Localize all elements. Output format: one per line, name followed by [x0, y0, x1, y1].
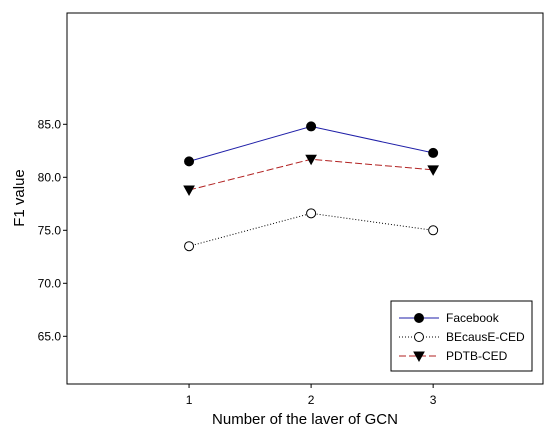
- legend-label-because-ced: BEcausE-CED: [446, 330, 525, 344]
- data-point-facebook: [306, 121, 317, 132]
- data-point-pdtb-ced: [305, 154, 317, 166]
- y-tick-label: 85.0: [38, 117, 62, 131]
- x-tick-label: 2: [308, 393, 315, 407]
- y-axis-ticks: 65.0 70.0 75.0 80.0 85.0: [38, 117, 67, 343]
- y-tick-label: 70.0: [38, 276, 62, 290]
- y-tick-label: 65.0: [38, 329, 62, 343]
- legend-marker-pdtb-ced: [413, 351, 425, 363]
- data-point-because-ced: [428, 225, 439, 236]
- legend: Facebook BEcausE-CED PDTB-CED: [390, 300, 533, 372]
- data-point-facebook: [428, 147, 439, 158]
- data-point-pdtb-ced: [183, 185, 195, 197]
- legend-label-facebook: Facebook: [446, 311, 500, 325]
- legend-marker-because-ced: [414, 332, 424, 342]
- data-point-because-ced: [184, 241, 195, 252]
- y-tick-label: 75.0: [38, 223, 62, 237]
- data-point-facebook: [184, 156, 195, 167]
- data-point-pdtb-ced: [427, 165, 440, 176]
- legend-marker-facebook: [414, 313, 424, 323]
- x-axis-title: Number of the laver of GCN: [212, 411, 398, 428]
- x-tick-label: 1: [186, 393, 193, 407]
- x-axis-ticks: 1 2 3: [186, 384, 437, 407]
- data-point-because-ced: [306, 208, 317, 219]
- legend-label-pdtb-ced: PDTB-CED: [446, 349, 508, 363]
- series-layer: [183, 121, 440, 252]
- y-tick-label: 80.0: [38, 170, 62, 184]
- x-tick-label: 3: [430, 393, 437, 407]
- y-axis-title: F1 value: [11, 169, 28, 227]
